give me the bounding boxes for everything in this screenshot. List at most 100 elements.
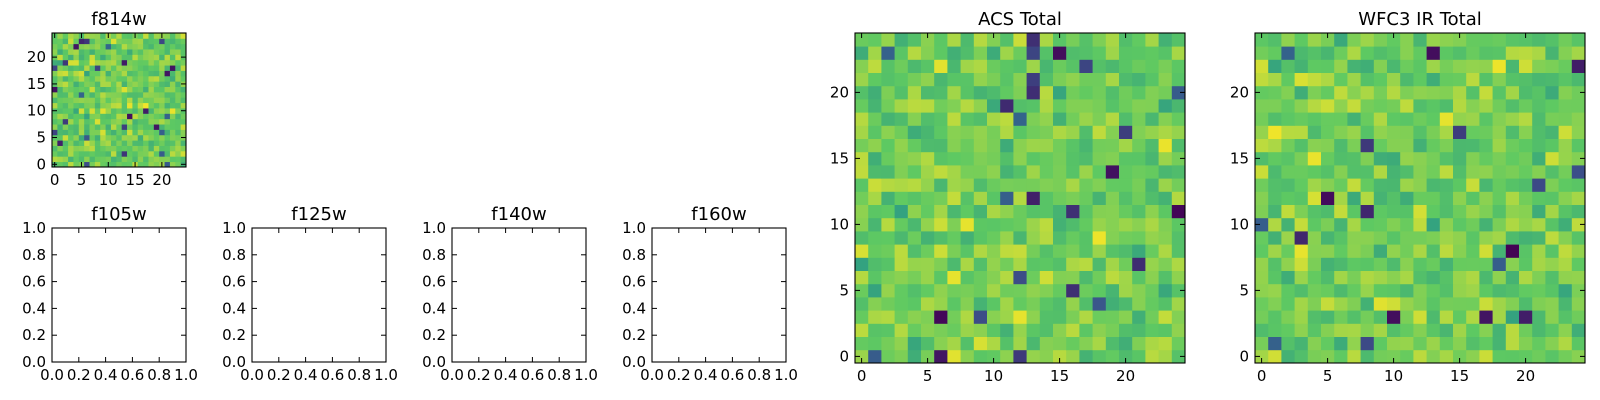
heatmap-cell	[110, 86, 117, 93]
heatmap-cell	[1334, 33, 1348, 47]
heatmap-cell	[180, 97, 187, 104]
heatmap-cell	[159, 65, 165, 71]
heatmap-cell	[105, 43, 112, 50]
heatmap-cell	[1426, 191, 1441, 205]
heatmap-cell	[1066, 257, 1080, 271]
heatmap-cell	[62, 43, 69, 50]
heatmap-cell	[947, 151, 961, 166]
heatmap-cell	[1039, 165, 1054, 179]
heatmap-cell	[1334, 257, 1348, 271]
heatmap-cell	[1453, 323, 1467, 337]
heatmap-cell	[1119, 99, 1133, 113]
y-tick-label: 0	[1239, 347, 1249, 365]
heatmap-cell	[1145, 191, 1159, 205]
heatmap-cell	[987, 244, 1001, 258]
heatmap-cell	[1158, 231, 1173, 245]
heatmap-cell	[57, 33, 64, 39]
heatmap-cell	[1255, 46, 1269, 60]
x-tick-label: 10	[1384, 367, 1403, 385]
heatmap-cell	[1294, 85, 1309, 100]
heatmap-cell	[1545, 125, 1559, 139]
heatmap-cell	[137, 86, 144, 93]
heatmap-cell	[1171, 191, 1186, 205]
heatmap-cell	[1492, 244, 1507, 258]
heatmap-cell	[1373, 99, 1388, 113]
heatmap-cell	[1466, 283, 1480, 298]
heatmap-cell	[1334, 178, 1348, 192]
heatmap-cell	[1145, 59, 1159, 73]
heatmap-cell	[78, 38, 85, 45]
heatmap-cell	[907, 165, 922, 179]
y-tick-label: 0.4	[422, 299, 446, 317]
heatmap-cell	[94, 129, 101, 136]
heatmap-cell	[132, 124, 139, 130]
heatmap-cell	[934, 336, 948, 351]
heatmap-cell	[148, 150, 155, 157]
heatmap-cell	[132, 140, 139, 146]
heatmap-cell	[973, 336, 988, 351]
heatmap-cell	[1413, 270, 1427, 285]
heatmap-cell	[1400, 283, 1414, 298]
heatmap-cell	[1532, 217, 1546, 232]
heatmap-cell	[116, 129, 123, 136]
heatmap-cell	[1053, 59, 1067, 73]
heatmap-cell	[1519, 178, 1533, 192]
heatmap-cell	[68, 81, 74, 87]
heatmap-cell	[1400, 138, 1414, 153]
heatmap-cell	[1439, 244, 1454, 258]
heatmap-cell	[1079, 257, 1093, 271]
heatmap-cell	[84, 102, 90, 109]
heatmap-cell	[1439, 310, 1454, 324]
heatmap-cell	[164, 140, 171, 146]
heatmap-cell	[1400, 33, 1414, 47]
heatmap-cell	[1026, 297, 1041, 311]
heatmap-cell	[1145, 323, 1159, 337]
heatmap-cell	[1171, 204, 1186, 219]
heatmap-cell	[855, 178, 869, 192]
heatmap-cell	[1505, 151, 1520, 166]
heatmap-cell	[1026, 46, 1041, 60]
heatmap-cell	[121, 75, 128, 82]
heatmap-cell	[57, 145, 64, 152]
heatmap-cell	[868, 112, 882, 126]
heatmap-cell	[1413, 138, 1427, 153]
heatmap-cell	[116, 33, 123, 39]
heatmap-cell	[1053, 72, 1067, 87]
heatmap-cell	[110, 156, 117, 163]
heatmap-cell	[1092, 204, 1107, 219]
heatmap-cell	[127, 134, 133, 141]
heatmap-cell	[89, 145, 96, 152]
heatmap-cell	[1505, 85, 1520, 100]
heatmap-cell	[1119, 204, 1133, 219]
heatmap-cell	[1255, 138, 1269, 153]
heatmap-cell	[153, 70, 160, 77]
heatmap-cell	[1321, 112, 1335, 126]
heatmap-cell	[1171, 46, 1186, 60]
heatmap-cell	[116, 113, 123, 120]
heatmap-cell	[894, 257, 909, 271]
heatmap-cell	[105, 150, 112, 157]
y-tick-label: 0.4	[622, 299, 646, 317]
heatmap-cell	[78, 108, 85, 114]
x-tick-label: 10	[99, 171, 118, 189]
heatmap-cell	[1307, 178, 1322, 192]
heatmap-cell	[84, 134, 90, 141]
heatmap-cell	[987, 85, 1001, 100]
heatmap-cell	[148, 43, 155, 50]
heatmap-cell	[1145, 72, 1159, 87]
heatmap-cell	[1505, 244, 1520, 258]
heatmap-cell	[1255, 217, 1269, 232]
heatmap-cell	[1373, 72, 1388, 87]
heatmap-cell	[1255, 85, 1269, 100]
heatmap-cell	[175, 129, 182, 136]
heatmap-cell	[1439, 231, 1454, 245]
heatmap-cell	[1492, 165, 1507, 179]
heatmap-cell	[934, 349, 948, 364]
heatmap-cell	[1413, 191, 1427, 205]
heatmap-cell	[1439, 72, 1454, 87]
heatmap-cell	[1519, 59, 1533, 73]
heatmap-cell	[921, 72, 935, 87]
heatmap-cell	[1479, 257, 1493, 271]
heatmap-cell	[84, 129, 90, 136]
heatmap-cell	[1079, 297, 1093, 311]
